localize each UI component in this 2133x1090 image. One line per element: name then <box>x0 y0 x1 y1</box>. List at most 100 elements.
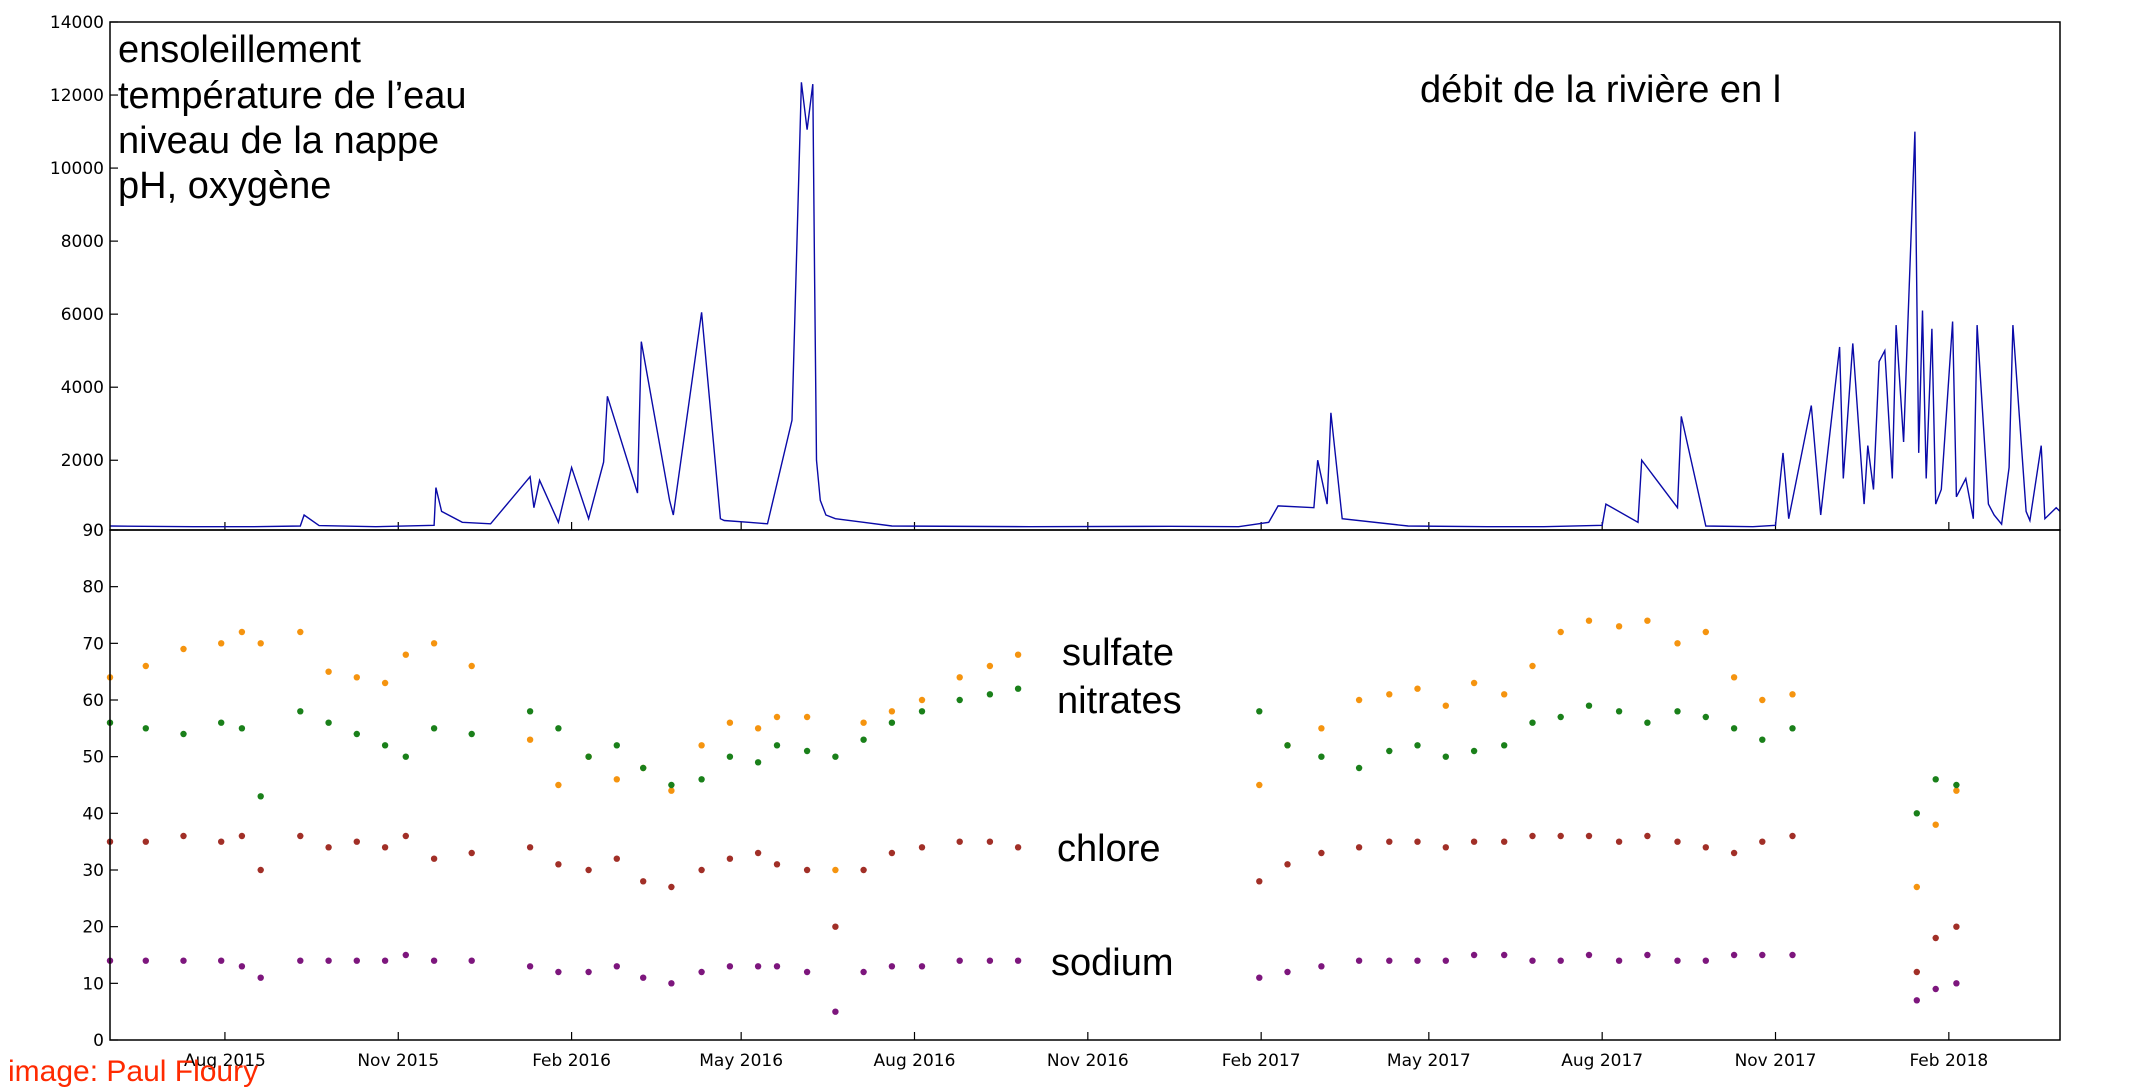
nitrates-point <box>1318 753 1325 760</box>
chlore-point <box>238 832 246 840</box>
nitrates-point <box>956 696 963 704</box>
sodium-point <box>1355 957 1363 964</box>
chem-x-tick-label: Feb 2018 <box>1909 1051 1988 1071</box>
sodium-point <box>257 974 264 981</box>
chem-y-tick-label: 10 <box>82 974 104 994</box>
annotation-river-flow: débit de la rivière en l <box>1420 69 1781 111</box>
sodium-point <box>860 968 867 976</box>
sulfate-point <box>297 628 304 636</box>
label-chlore: chlore <box>1057 828 1161 870</box>
chlore-point <box>1730 849 1738 857</box>
sulfate-point <box>1318 725 1325 732</box>
nitrates-point <box>668 781 675 789</box>
nitrates-point <box>555 725 562 732</box>
sodium-point <box>803 968 811 976</box>
sulfate-point <box>1585 617 1593 624</box>
sulfate-point <box>468 662 475 670</box>
chlore-point <box>918 844 926 851</box>
chem-y-tick-label: 30 <box>82 861 104 881</box>
chlore-point <box>218 838 225 845</box>
nitrates-point <box>860 736 867 743</box>
chem-x-tick-label: Aug 2016 <box>874 1051 956 1071</box>
image-credit: image: Paul Floury <box>8 1055 258 1088</box>
nitrates-point <box>1615 708 1623 715</box>
sodium-point <box>1953 980 1960 987</box>
sodium-point <box>297 957 304 964</box>
sulfate-point <box>1702 628 1710 636</box>
sodium-point <box>1014 957 1022 964</box>
flow-series-line <box>109 82 2061 528</box>
sodium-point <box>698 968 705 976</box>
chlore-point <box>1674 838 1681 845</box>
sulfate-point <box>353 674 360 681</box>
sulfate-point <box>613 776 620 783</box>
nitrates-point <box>754 759 762 766</box>
flow-y-axis: 14000 12000 10000 8000 6000 4000 2000 90 <box>50 13 118 541</box>
nitrates-point <box>238 725 246 732</box>
sodium-point <box>613 963 620 970</box>
chlore-point <box>1557 832 1564 840</box>
sodium-point <box>1644 951 1651 959</box>
nitrates-point <box>726 753 734 760</box>
sulfate-point <box>668 787 675 794</box>
chem-x-tick-label: Nov 2016 <box>1047 1051 1129 1071</box>
chlore-point <box>754 849 762 857</box>
flow-y-tick-label: 10000 <box>50 159 104 179</box>
nitrates-point <box>142 725 149 732</box>
chem-y-tick-label: 60 <box>82 691 104 711</box>
sulfate-point <box>1529 662 1536 670</box>
sodium-point <box>1442 957 1450 964</box>
nitrates-point <box>1442 753 1450 760</box>
chlore-point <box>526 844 534 851</box>
chlore-point <box>956 838 963 845</box>
nitrates-point <box>1932 776 1939 783</box>
sulfate-point <box>918 696 926 704</box>
nitrates-point <box>1414 742 1421 749</box>
sodium-point <box>585 968 592 976</box>
nitrates-point <box>1644 719 1651 726</box>
nitrates-point <box>1529 719 1536 726</box>
sulfate-point <box>430 640 438 647</box>
sulfate-point <box>1789 691 1796 698</box>
sulfate-point <box>1644 617 1651 624</box>
nitrates-point <box>180 730 187 738</box>
chlore-point <box>468 849 475 857</box>
chlore-point <box>860 866 867 874</box>
nitrates-point <box>1470 747 1478 755</box>
chlore-point <box>1414 838 1421 845</box>
annotation-sunshine: ensoleillement <box>118 29 361 71</box>
sulfate-point <box>325 668 332 675</box>
chlore-point <box>1953 923 1960 930</box>
nitrates-point <box>1386 747 1393 755</box>
nitrates-point <box>1730 725 1738 732</box>
nitrates-point <box>381 742 389 749</box>
sulfate-point <box>754 725 762 732</box>
nitrates-point <box>353 730 360 738</box>
nitrates-point <box>1355 764 1363 772</box>
chlore-point <box>1256 878 1263 885</box>
sodium-point <box>238 963 246 970</box>
sodium-point <box>381 957 389 964</box>
chlore-point <box>1355 844 1363 851</box>
nitrates-point <box>613 742 620 749</box>
sulfate-point <box>381 679 389 687</box>
chem-x-tick-label: Aug 2015 <box>184 1051 266 1071</box>
sulfate-point <box>832 866 839 874</box>
nitrates-point <box>402 753 409 760</box>
sulfate-point <box>888 708 896 715</box>
chlore-point <box>353 838 360 845</box>
sulfate-point <box>1355 696 1363 704</box>
annotation-groundwater-level: niveau de la nappe <box>118 120 439 162</box>
chemistry-y-axis: 80 70 60 50 40 30 20 10 0 <box>82 578 118 1051</box>
sodium-point <box>1318 963 1325 970</box>
nitrates-point <box>1702 713 1710 721</box>
sulfate-point <box>1501 691 1508 698</box>
chlore-point <box>1501 838 1508 845</box>
chlore-point <box>381 844 389 851</box>
chem-x-tick-label: Aug 2017 <box>1561 1051 1643 1071</box>
nitrates-point <box>430 725 438 732</box>
sulfate-point <box>956 674 963 681</box>
chem-y-tick-label: 80 <box>82 578 104 598</box>
sodium-point <box>218 957 225 964</box>
sodium-point <box>773 963 781 970</box>
